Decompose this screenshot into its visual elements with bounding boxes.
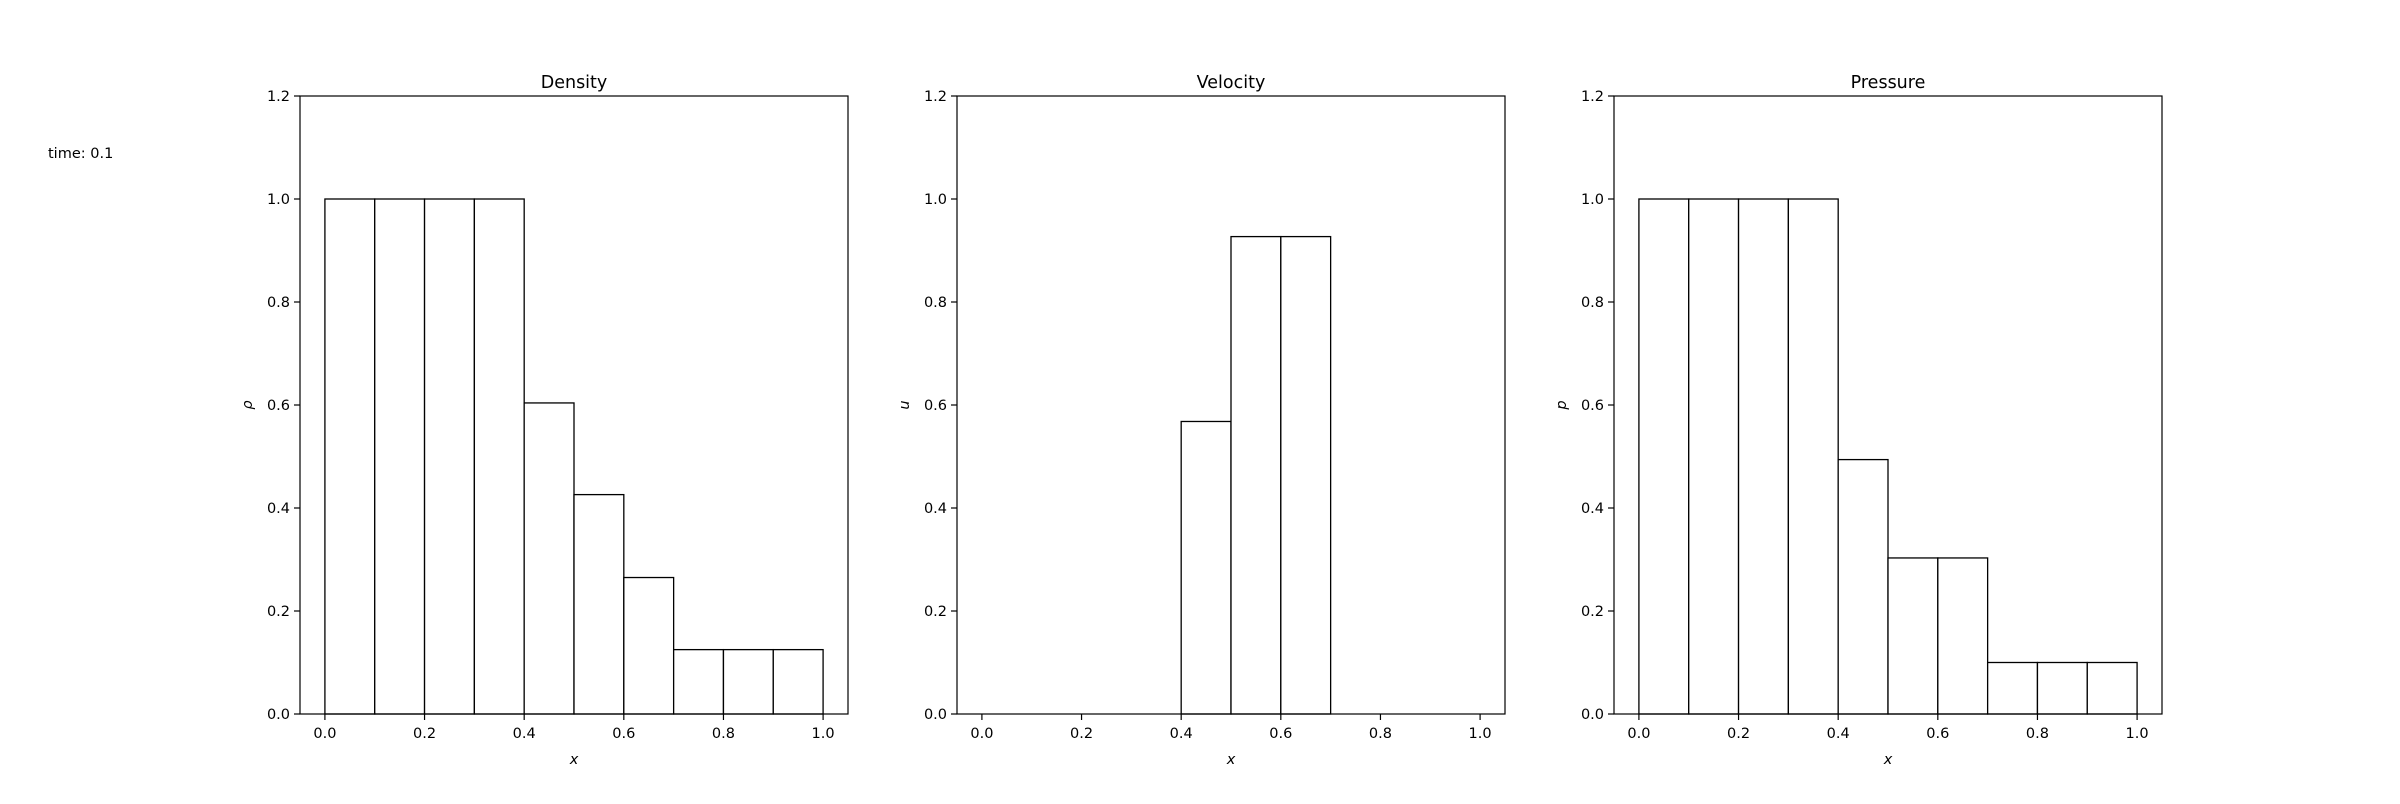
pressure-bar <box>1638 198 1690 715</box>
velocity-x-tick-label: 1.0 <box>1469 726 1492 742</box>
density-title: Density <box>541 73 608 93</box>
velocity-x-tick-label: 0.4 <box>1170 726 1193 742</box>
pressure-bar <box>1688 198 1740 715</box>
pressure-y-tick-label: 0.0 <box>1581 707 1604 723</box>
velocity-y-tick-label: 0.0 <box>924 707 947 723</box>
density-y-axis-label: ρ <box>240 400 256 410</box>
density-x-tick-label: 0.6 <box>612 726 635 742</box>
pressure-y-tick-label: 1.2 <box>1581 89 1604 105</box>
pressure-y-tick-label: 1.0 <box>1581 192 1604 208</box>
density-bar <box>374 198 426 715</box>
density-x-tick-label: 0.4 <box>513 726 536 742</box>
density-bar <box>324 198 376 715</box>
density-bar <box>722 648 774 715</box>
density-subplot: 0.0 0.2 0.4 0.6 0.8 1.0 0.0 0.2 0.4 0.6 0.8 1.0 1.2 D… <box>240 73 849 768</box>
density-bar <box>423 198 476 715</box>
velocity-y-tick-label: 0.4 <box>924 501 947 517</box>
pressure-subplot: 0.0 0.2 0.4 0.6 0.8 1.0 0.0 0.2 0.4 0.6 0.8 1.0 1.2 P… <box>1554 73 2163 768</box>
density-y-tick-label: 0.8 <box>267 295 290 311</box>
pressure-bar <box>1986 661 2039 715</box>
velocity-x-axis-label: x <box>1226 752 1236 768</box>
density-y-tick-label: 0.6 <box>267 398 290 414</box>
pressure-y-tick-label: 0.4 <box>1581 501 1604 517</box>
pressure-x-tick-label: 0.2 <box>1727 726 1750 742</box>
density-bar <box>772 648 824 715</box>
velocity-bar <box>1280 235 1332 715</box>
velocity-y-tick-label: 0.2 <box>924 604 947 620</box>
density-x-tick-label: 0.2 <box>413 726 436 742</box>
velocity-x-tick-label: 0.0 <box>970 726 993 742</box>
density-bar <box>573 493 625 715</box>
pressure-bar <box>1787 198 1839 715</box>
pressure-y-tick-label: 0.2 <box>1581 604 1604 620</box>
velocity-y-tick-label: 0.8 <box>924 295 947 311</box>
pressure-bar <box>2036 661 2088 715</box>
velocity-x-tick-label: 0.6 <box>1269 726 1292 742</box>
velocity-x-tick-label: 0.8 <box>1369 726 1392 742</box>
pressure-y-tick-label: 0.8 <box>1581 295 1604 311</box>
pressure-x-axis-label: x <box>1883 752 1893 768</box>
pressure-bar <box>1887 557 1939 715</box>
velocity-y-axis-label: u <box>897 400 913 409</box>
density-bar <box>473 198 525 715</box>
density-y-tick-label: 1.2 <box>267 89 290 105</box>
velocity-bar <box>1180 420 1232 715</box>
velocity-bar <box>1230 235 1282 715</box>
density-y-tick-label: 0.0 <box>267 707 290 723</box>
pressure-title: Pressure <box>1851 73 1926 93</box>
velocity-subplot: 0.0 0.2 0.4 0.6 0.8 1.0 0.0 0.2 0.4 0.6 0.8 1.0 1.2 V… <box>897 73 1506 768</box>
density-bar <box>672 648 725 715</box>
time-label: time: 0.1 <box>48 146 114 162</box>
density-y-tick-label: 1.0 <box>267 192 290 208</box>
velocity-y-tick-label: 0.6 <box>924 398 947 414</box>
density-x-tick-label: 1.0 <box>812 726 835 742</box>
pressure-x-tick-label: 0.0 <box>1627 726 1650 742</box>
density-y-tick-label: 0.4 <box>267 501 290 517</box>
density-x-tick-label: 0.8 <box>712 726 735 742</box>
pressure-bar <box>1837 458 1889 715</box>
pressure-bar <box>1737 198 1790 715</box>
density-y-tick-label: 0.2 <box>267 604 290 620</box>
pressure-bar <box>2086 661 2138 715</box>
density-bar <box>623 576 675 715</box>
pressure-x-tick-label: 0.8 <box>2026 726 2049 742</box>
pressure-y-tick-label: 0.6 <box>1581 398 1604 414</box>
pressure-y-axis-label: p <box>1554 400 1570 410</box>
pressure-x-tick-label: 1.0 <box>2126 726 2149 742</box>
density-bar <box>523 402 575 715</box>
density-x-axis-label: x <box>569 752 579 768</box>
pressure-bar <box>1937 557 1989 715</box>
pressure-x-tick-label: 0.6 <box>1926 726 1949 742</box>
velocity-y-tick-label: 1.0 <box>924 192 947 208</box>
velocity-title: Velocity <box>1197 73 1266 93</box>
density-x-tick-label: 0.0 <box>313 726 336 742</box>
velocity-x-tick-label: 0.2 <box>1070 726 1093 742</box>
velocity-y-tick-label: 1.2 <box>924 89 947 105</box>
pressure-x-tick-label: 0.4 <box>1827 726 1850 742</box>
